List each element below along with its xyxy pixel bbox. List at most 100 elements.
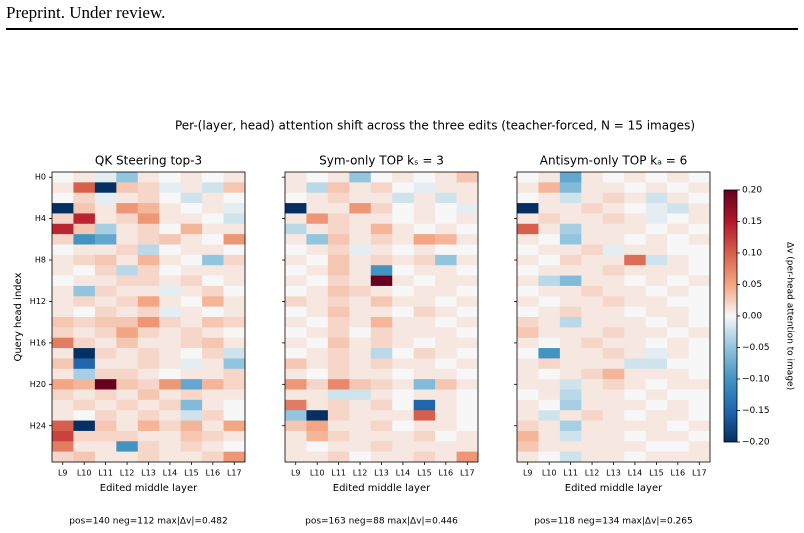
heatmap-cell <box>137 254 160 266</box>
heatmap-cell <box>645 368 668 380</box>
heatmap-cell <box>517 213 539 225</box>
heatmap-cell <box>370 213 393 225</box>
panel-footer: pos=163 neg=88 max|Δv|=0.446 <box>305 517 458 527</box>
heatmap-cell <box>688 213 711 225</box>
heatmap-cell <box>559 182 582 194</box>
heatmap-cell <box>602 223 625 235</box>
heatmap-cell <box>581 296 604 307</box>
heatmap-cell <box>52 285 74 297</box>
panel-title: QK Steering top-3 <box>95 154 202 168</box>
heatmap-cell <box>517 192 539 204</box>
heatmap-cell <box>116 399 139 411</box>
heatmap-cell <box>456 358 479 370</box>
heatmap-cell <box>52 348 74 359</box>
heatmap-cell <box>73 172 96 183</box>
heatmap-cell <box>52 358 74 370</box>
heatmap-cell <box>624 244 646 256</box>
heatmap-cell <box>435 451 457 463</box>
heatmap-cell <box>602 296 625 307</box>
heatmap-cell <box>559 358 582 370</box>
heatmap-cell <box>392 172 414 183</box>
heatmap-cell <box>370 441 393 452</box>
heatmap-cell <box>602 285 625 297</box>
heatmap-cell <box>73 203 96 214</box>
heatmap-cell <box>435 172 457 183</box>
heatmap-cell <box>370 296 393 307</box>
heatmap-cell <box>602 317 625 328</box>
heatmap-cell <box>688 223 711 235</box>
heatmap-cell <box>370 399 393 411</box>
x-tick-label: L14 <box>396 469 411 478</box>
heatmap-cell <box>517 348 539 359</box>
x-tick-label: L11 <box>331 469 346 478</box>
heatmap-cell <box>159 203 181 214</box>
heatmap-cell <box>285 451 307 463</box>
heatmap-cell <box>624 265 646 276</box>
heatmap-cell <box>306 182 329 194</box>
heatmap-cell <box>202 223 224 235</box>
heatmap-cell <box>52 441 74 452</box>
heatmap-cell <box>370 203 393 214</box>
heatmap-cell <box>456 203 479 214</box>
heatmap-cell <box>306 451 329 463</box>
heatmap-cell <box>180 420 203 432</box>
colorbar-tick-label: −0.05 <box>742 343 770 353</box>
x-tick-label: L9 <box>291 469 301 478</box>
heatmap-cell <box>538 358 561 370</box>
heatmap-cell <box>559 379 582 390</box>
heatmap-cell <box>327 244 350 256</box>
heatmap-cell <box>349 348 372 359</box>
heatmap-cell <box>370 348 393 359</box>
heatmap-cell <box>645 275 668 287</box>
heatmap-cell <box>223 441 246 452</box>
heatmap-cell <box>559 172 582 183</box>
heatmap-cell <box>602 348 625 359</box>
heatmap-cell <box>370 306 393 318</box>
heatmap-cell <box>688 296 711 307</box>
heatmap-cell <box>116 254 139 266</box>
heatmap-cell <box>327 317 350 328</box>
heatmap-cell <box>435 358 457 370</box>
heatmap-cell <box>392 420 414 432</box>
heatmap-cell <box>456 348 479 359</box>
heatmap-cell <box>285 234 307 245</box>
heatmap-cell <box>456 285 479 297</box>
heatmap-cell <box>392 254 414 266</box>
heatmap-cell <box>688 203 711 214</box>
heatmap-cell <box>94 192 117 204</box>
x-tick-label: L14 <box>628 469 643 478</box>
heatmap-cell <box>137 317 160 328</box>
heatmap-cell <box>306 296 329 307</box>
heatmap-cell <box>559 327 582 339</box>
heatmap-cell <box>581 275 604 287</box>
x-tick-label: L14 <box>163 469 178 478</box>
heatmap-cell <box>137 223 160 235</box>
heatmap-cell <box>202 265 224 276</box>
heatmap-cell <box>73 265 96 276</box>
heatmap-cell <box>688 368 711 380</box>
heatmap-cell <box>435 441 457 452</box>
heatmap-cell <box>602 430 625 442</box>
x-tick-label: L16 <box>206 469 221 478</box>
heatmap-cell <box>52 430 74 442</box>
heatmap-cell <box>645 337 668 349</box>
heatmap-cell <box>624 234 646 245</box>
heatmap-cell <box>52 317 74 328</box>
heatmap-cell <box>137 337 160 349</box>
heatmap-cell <box>517 265 539 276</box>
heatmap-cell <box>517 441 539 452</box>
heatmap-cell <box>94 430 117 442</box>
heatmap-cell <box>94 285 117 297</box>
heatmap-cell <box>370 389 393 401</box>
heatmap-cell <box>581 399 604 411</box>
heatmap-cell <box>559 223 582 235</box>
heatmap-cell <box>581 223 604 235</box>
heatmap-cell <box>159 254 181 266</box>
heatmap-cell <box>116 192 139 204</box>
heatmap-cell <box>624 389 646 401</box>
heatmap-cell <box>223 379 246 390</box>
heatmap-cell <box>180 368 203 380</box>
heatmap-cell <box>538 254 561 266</box>
heatmap-cell <box>52 337 74 349</box>
heatmap-cell <box>223 192 246 204</box>
